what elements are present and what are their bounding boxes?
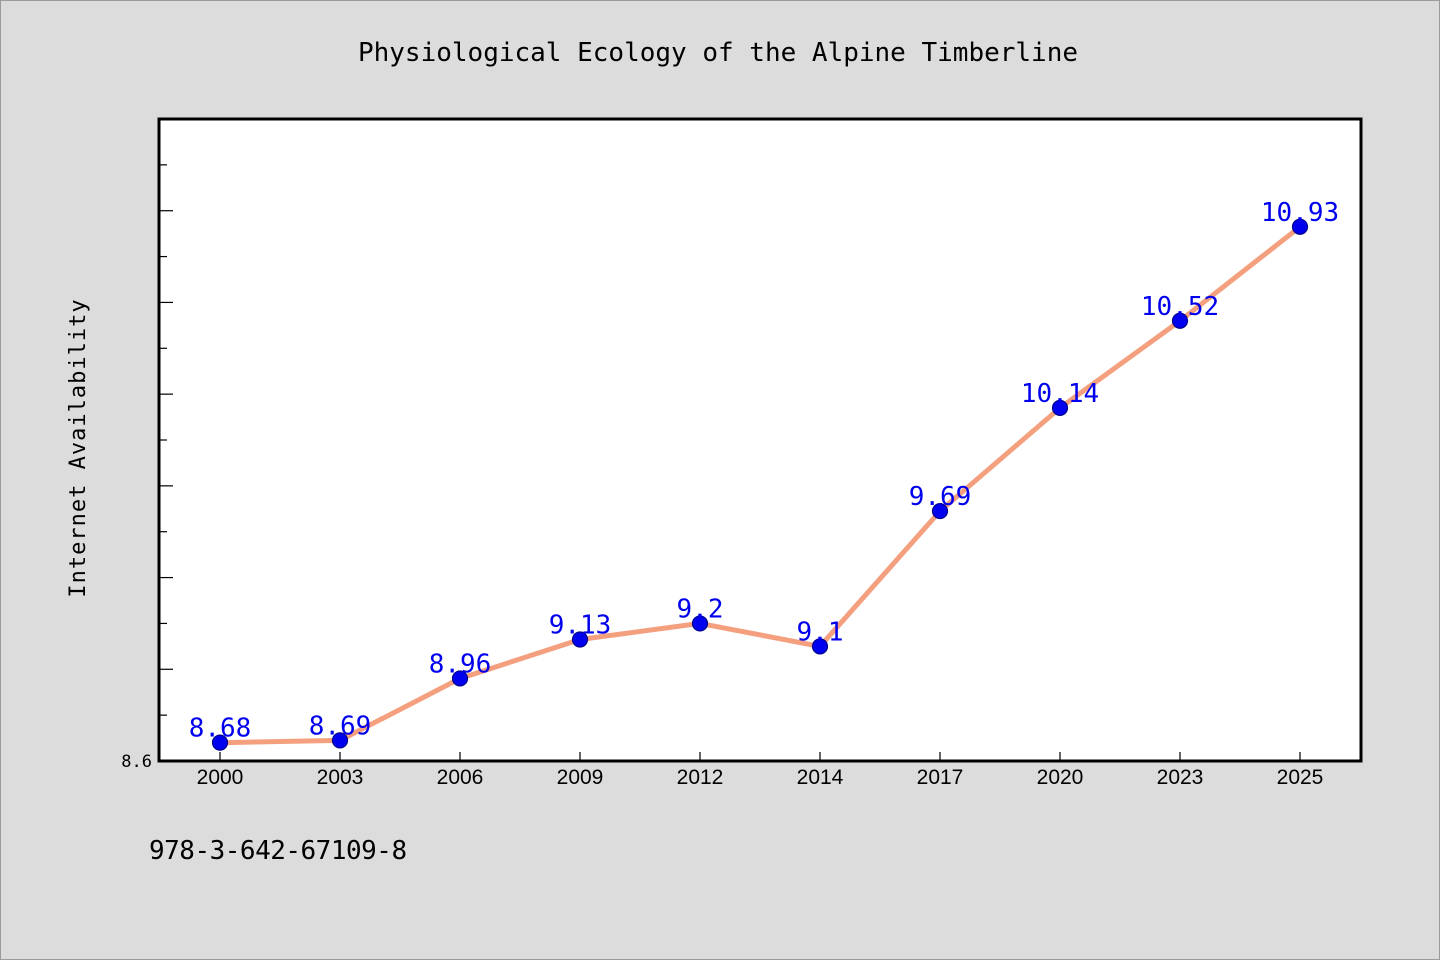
data-label: 10.93 xyxy=(1261,198,1339,228)
series-line xyxy=(217,224,1303,746)
data-point xyxy=(1291,218,1309,235)
x-tick-label: 2014 xyxy=(797,766,844,789)
x-tick-label: 2025 xyxy=(1277,766,1324,789)
y-axis-label: Internet Availability xyxy=(66,298,91,597)
data-label: 8.96 xyxy=(429,649,492,679)
y-tick-label: 8.6 xyxy=(121,752,152,772)
x-tick-label: 2006 xyxy=(437,766,484,789)
data-label: 9.13 xyxy=(549,610,612,640)
data-point xyxy=(331,732,349,749)
data-point xyxy=(211,734,229,751)
data-point xyxy=(811,638,829,655)
data-label: 9.69 xyxy=(909,482,972,512)
isbn-text: 978-3-642-67109-8 xyxy=(149,836,407,866)
data-labels: 8.68 8.69 8.96 9.13 9.2 9.1 9.69 10.14 10.52 10.9… xyxy=(189,198,1339,744)
series-markers xyxy=(211,218,1309,751)
plot-area xyxy=(157,117,1363,763)
data-point xyxy=(931,502,949,520)
data-point xyxy=(1171,312,1189,329)
data-label: 9.1 xyxy=(797,617,844,647)
x-tick-label: 2023 xyxy=(1157,766,1204,789)
x-axis-ticks: 2000 2003 2006 2009 2012 2014 2017 2020 2023 2025 xyxy=(197,752,1324,789)
data-point xyxy=(691,615,709,632)
chart-title: Physiological Ecology of the Alpine Timb… xyxy=(358,38,1078,68)
x-tick-label: 2009 xyxy=(557,766,604,789)
data-label: 9.2 xyxy=(677,594,724,624)
data-point xyxy=(1051,399,1069,416)
x-tick-label: 2012 xyxy=(677,766,724,789)
data-point xyxy=(571,631,589,648)
data-label: 10.14 xyxy=(1021,379,1099,409)
x-tick-label: 2020 xyxy=(1037,766,1084,789)
data-label: 8.69 xyxy=(309,711,372,741)
data-point xyxy=(451,670,469,687)
y-axis-ticks: 8.6 xyxy=(121,164,173,772)
x-tick-label: 2017 xyxy=(917,766,964,789)
x-tick-label: 2000 xyxy=(197,766,244,789)
data-label: 8.68 xyxy=(189,714,252,744)
x-tick-label: 2003 xyxy=(317,766,364,789)
data-label: 10.52 xyxy=(1141,292,1219,322)
